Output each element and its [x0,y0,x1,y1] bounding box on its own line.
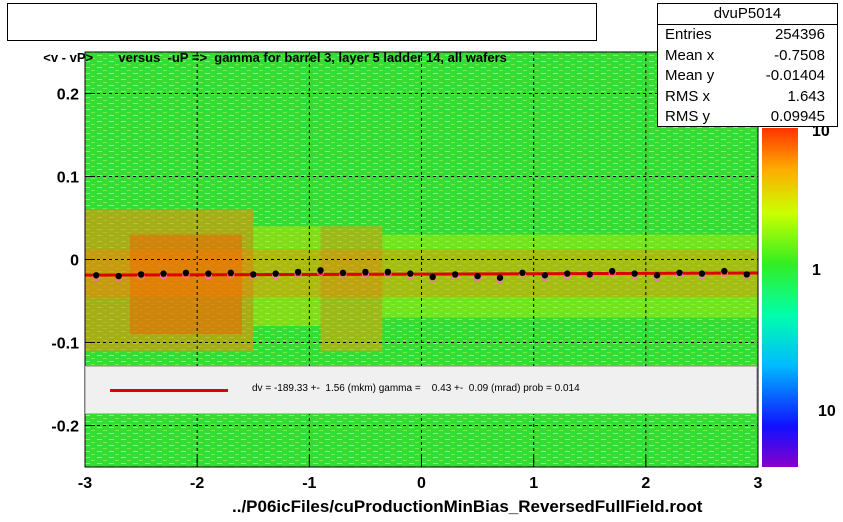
heatmap-density-region [320,226,383,351]
stats-value: -0.7508 [774,46,825,64]
profile-point [519,269,526,276]
profile-point [429,273,436,281]
heatmap-density-region [85,209,254,351]
y-tick-label: 0 [70,253,79,270]
stats-histogram-name: dvuP5014 [658,4,837,25]
x-tick-label: -1 [302,475,316,492]
colorbar-tick-label: 10 [818,403,836,420]
profile-point [160,270,167,277]
profile-point [182,269,190,276]
profile-point [586,271,593,278]
stats-label: RMS x [665,87,710,105]
stats-row: RMS y 0.09945 [658,107,837,128]
profile-point [250,271,257,278]
y-tick-label: -0.2 [51,419,79,436]
colorbar: 10 1 10 [762,123,836,467]
colorbar-gradient [762,128,798,467]
y-tick-label: 0.2 [57,87,79,104]
profile-point [721,267,728,275]
chart-title: <v - vP> versus -uP => gamma for barrel … [7,3,597,65]
x-tick-label: 0 [417,475,426,492]
fit-legend-text: dv = -189.33 +- 1.56 (mkm) gamma = 0.43 … [252,383,580,394]
profile-point [294,268,302,276]
x-tick-label: 2 [641,475,650,492]
stats-row: Entries 254396 [658,25,837,46]
stats-row: Mean x -0.7508 [658,46,837,67]
profile-point [227,269,235,276]
stats-value: 1.643 [787,87,825,105]
stats-label: Entries [665,26,712,43]
stats-label: RMS y [665,108,710,126]
profile-point [339,269,347,276]
stats-row: Mean y -0.01404 [658,66,837,87]
x-axis: -3 -2 -1 0 1 2 3 [78,457,763,492]
fit-line [84,271,759,277]
profile-point [384,268,392,276]
profile-point [451,271,459,278]
stats-value: -0.01404 [765,67,825,85]
profile-point [205,270,212,277]
x-tick-label: 1 [529,475,538,492]
profile-point [115,272,122,280]
profile-point [93,272,100,279]
profile-points [92,267,751,284]
heatmap-area [84,51,759,468]
x-tick-label: 3 [754,475,763,492]
fit-legend-line [110,389,228,392]
stats-value: 254396 [774,26,825,43]
y-tick-label: 0.1 [57,170,79,187]
profile-point [496,274,504,281]
profile-point [474,272,481,280]
profile-point [653,272,661,279]
profile-point [698,270,706,277]
colorbar-tick-label: 10 [812,123,830,140]
profile-point [407,270,414,277]
heatmap-density-region [129,234,243,335]
colorbar-tick-label: 1 [812,262,821,279]
stats-label: Mean x [665,46,715,64]
stats-box: dvuP5014 Entries 254396 Mean x -0.7508 M… [657,3,838,127]
grid-lines [85,52,758,467]
profile-point [608,267,616,275]
stats-row: RMS x 1.643 [658,87,837,108]
profile-point [137,271,145,278]
profile-point [676,269,683,276]
y-tick-label: -0.1 [51,336,79,353]
profile-point [362,268,369,276]
profile-point [317,267,324,274]
stats-label: Mean y [665,67,715,85]
profile-point [631,270,638,277]
file-path-label: ../P06icFiles/cuProductionMinBias_Revers… [232,497,703,516]
stats-value: 0.09945 [770,108,825,126]
profile-point [272,270,279,277]
x-tick-label: -2 [190,475,204,492]
chart-title-text: <v - vP> versus -uP => gamma for barrel … [43,50,507,65]
profile-point [541,272,549,279]
y-axis: -0.2 -0.1 0 0.1 0.2 [51,87,95,436]
profile-point [743,271,750,278]
profile-point [564,270,571,277]
x-tick-label: -3 [78,475,92,492]
fit-legend: dv = -189.33 +- 1.56 (mkm) gamma = 0.43 … [85,366,757,414]
